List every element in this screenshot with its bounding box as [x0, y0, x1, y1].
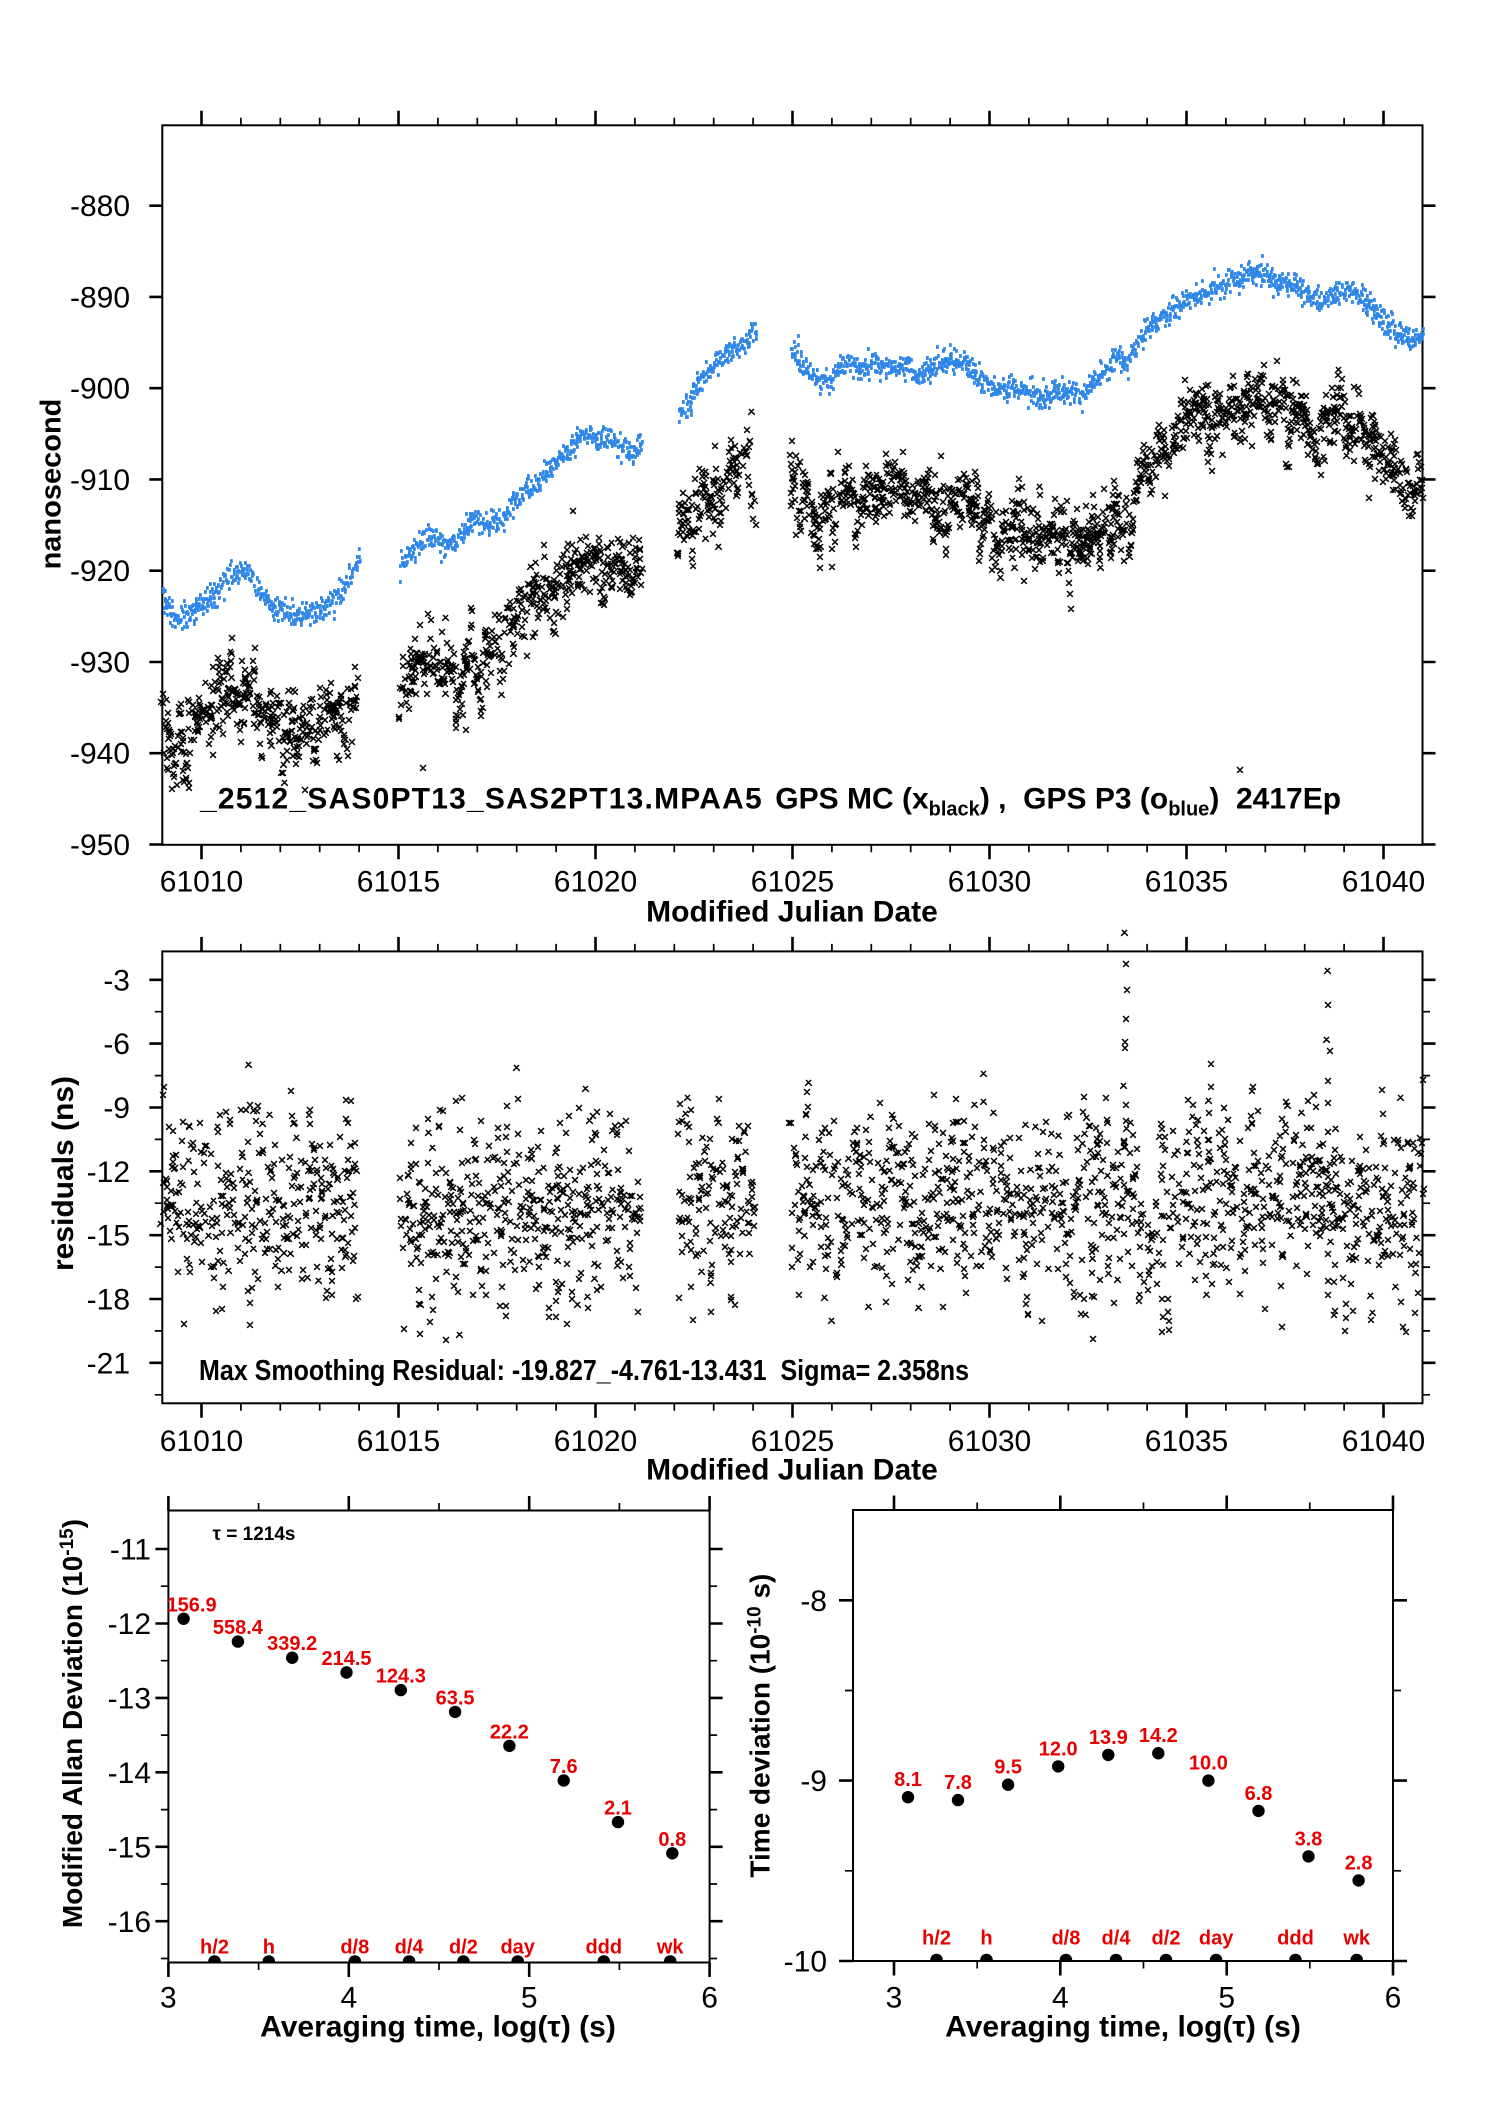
- svg-text:d/8: d/8: [340, 1937, 369, 1959]
- svg-text:-9: -9: [103, 1092, 130, 1125]
- svg-text:-950: -950: [70, 829, 130, 862]
- svg-text:d/2: d/2: [449, 1937, 478, 1959]
- svg-text:h/2: h/2: [922, 1928, 951, 1950]
- svg-text:-900: -900: [70, 373, 130, 406]
- svg-text:-15: -15: [108, 1831, 151, 1864]
- svg-text:τ = 1214s: τ = 1214s: [213, 1524, 296, 1545]
- svg-text:61040: 61040: [1342, 1425, 1425, 1458]
- svg-text:h/2: h/2: [200, 1937, 229, 1959]
- svg-text:8.1: 8.1: [894, 1769, 922, 1791]
- svg-text:-930: -930: [70, 647, 130, 680]
- svg-text:h: h: [980, 1928, 992, 1950]
- svg-text:Max Smoothing Residual: -19.82: Max Smoothing Residual: -19.827_-4.761-1…: [199, 1355, 969, 1387]
- svg-text:14.2: 14.2: [1139, 1725, 1178, 1747]
- svg-text:d/2: d/2: [1152, 1928, 1181, 1950]
- svg-text:5: 5: [1218, 1981, 1235, 2014]
- svg-text:-14: -14: [108, 1757, 151, 1790]
- svg-text:-11: -11: [110, 1534, 151, 1567]
- svg-text:wk: wk: [1342, 1928, 1371, 1950]
- svg-text:61020: 61020: [554, 865, 637, 898]
- svg-text:61025: 61025: [751, 865, 834, 898]
- svg-text:61020: 61020: [554, 1425, 637, 1458]
- svg-text:7.8: 7.8: [944, 1772, 972, 1794]
- svg-text:61035: 61035: [1145, 1425, 1228, 1458]
- svg-text:3: 3: [886, 1981, 903, 2014]
- svg-text:h: h: [263, 1937, 275, 1959]
- svg-text:6: 6: [1385, 1981, 1402, 2014]
- svg-text:GPS MC (xblack) , GPS P3 (obl: GPS MC (xblack) , GPS P3 (oblue) 2417Ep: [775, 783, 1341, 821]
- svg-text:61010: 61010: [160, 865, 243, 898]
- svg-text:d/8: d/8: [1051, 1928, 1080, 1950]
- svg-text:-18: -18: [87, 1284, 130, 1317]
- svg-text:day: day: [500, 1937, 535, 1959]
- svg-text:22.2: 22.2: [490, 1721, 529, 1743]
- svg-text:61030: 61030: [948, 1425, 1031, 1458]
- svg-text:13.9: 13.9: [1089, 1727, 1128, 1749]
- svg-text:Modified Allan Deviation (10-1: Modified Allan Deviation (10-15): [57, 1519, 88, 1928]
- svg-text:5: 5: [521, 1981, 538, 2014]
- svg-text:-6: -6: [103, 1028, 130, 1061]
- svg-text:ddd: ddd: [585, 1937, 622, 1959]
- svg-text:nanosecond: nanosecond: [36, 399, 68, 570]
- svg-text:61035: 61035: [1145, 865, 1228, 898]
- svg-text:156.9: 156.9: [167, 1594, 217, 1616]
- svg-text:61030: 61030: [948, 865, 1031, 898]
- svg-text:-16: -16: [108, 1906, 151, 1939]
- svg-text:12.0: 12.0: [1039, 1738, 1078, 1760]
- svg-text:Averaging time, log(τ) (s): Averaging time, log(τ) (s): [945, 2011, 1301, 2044]
- svg-text:61040: 61040: [1342, 865, 1425, 898]
- svg-text:2.1: 2.1: [604, 1798, 632, 1820]
- svg-text:339.2: 339.2: [267, 1633, 317, 1655]
- svg-text:3: 3: [160, 1981, 177, 2014]
- svg-text:4: 4: [1052, 1981, 1069, 2014]
- svg-text:-880: -880: [70, 190, 130, 223]
- svg-text:214.5: 214.5: [321, 1648, 371, 1670]
- svg-text:-8: -8: [800, 1585, 827, 1618]
- svg-text:6.8: 6.8: [1245, 1783, 1273, 1805]
- svg-text:d/4: d/4: [395, 1937, 425, 1959]
- svg-text:-21: -21: [87, 1347, 130, 1380]
- svg-text:-10: -10: [784, 1946, 827, 1979]
- svg-text:7.6: 7.6: [550, 1756, 578, 1778]
- svg-text:d/4: d/4: [1102, 1928, 1132, 1950]
- svg-text:9.5: 9.5: [994, 1757, 1022, 1779]
- svg-text:Averaging time, log(τ) (s): Averaging time, log(τ) (s): [260, 2011, 616, 2044]
- svg-text:wk: wk: [656, 1937, 685, 1959]
- svg-text:Modified Julian Date: Modified Julian Date: [646, 1454, 938, 1487]
- svg-text:63.5: 63.5: [436, 1687, 475, 1709]
- svg-text:3.8: 3.8: [1295, 1828, 1323, 1850]
- svg-text:-940: -940: [70, 738, 130, 771]
- svg-text:-3: -3: [103, 964, 130, 997]
- svg-text:0.8: 0.8: [658, 1829, 686, 1851]
- svg-text:61025: 61025: [751, 1425, 834, 1458]
- svg-text:-9: -9: [800, 1765, 827, 1798]
- svg-text:10.0: 10.0: [1189, 1753, 1228, 1775]
- svg-text:-12: -12: [87, 1156, 130, 1189]
- svg-text:61010: 61010: [160, 1425, 243, 1458]
- svg-text:558.4: 558.4: [213, 1617, 264, 1639]
- svg-text:2.8: 2.8: [1345, 1852, 1373, 1874]
- svg-text:-12: -12: [108, 1608, 151, 1641]
- svg-text:6: 6: [701, 1981, 718, 2014]
- svg-text:residuals (ns): residuals (ns): [47, 1076, 80, 1271]
- svg-text:day: day: [1199, 1928, 1234, 1950]
- svg-text:ddd: ddd: [1277, 1928, 1314, 1950]
- svg-text:-910: -910: [70, 464, 130, 497]
- svg-text:_2512_SAS0PT13_SAS2PT13.MPAA5: _2512_SAS0PT13_SAS2PT13.MPAA5: [199, 783, 763, 816]
- svg-text:4: 4: [340, 1981, 357, 2014]
- svg-text:Modified Julian Date: Modified Julian Date: [646, 895, 938, 928]
- svg-text:-920: -920: [70, 555, 130, 588]
- svg-text:61015: 61015: [357, 865, 440, 898]
- svg-text:-13: -13: [108, 1682, 151, 1715]
- svg-text:-890: -890: [70, 281, 130, 314]
- svg-text:124.3: 124.3: [376, 1666, 426, 1688]
- svg-text:61015: 61015: [357, 1425, 440, 1458]
- svg-text:-15: -15: [87, 1220, 130, 1253]
